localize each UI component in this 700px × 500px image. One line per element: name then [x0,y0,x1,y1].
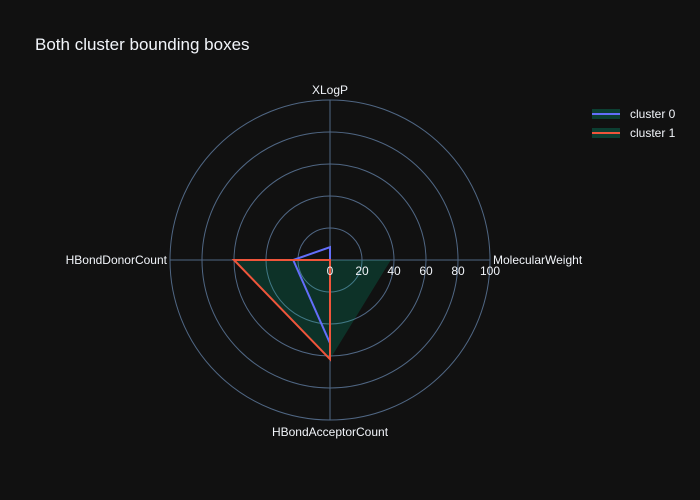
legend-swatch-cluster-0 [590,108,622,119]
radial-tick-label: 0 [327,264,334,278]
legend-swatch-cluster-1 [590,127,622,138]
shaded-area-polygon [234,260,391,360]
axis-label-HBondAcceptorCount: HBondAcceptorCount [272,425,389,439]
radial-tick-label: 20 [355,264,369,278]
series-line-cluster-1 [231,259,331,362]
legend-item-cluster-0[interactable]: cluster 0 [590,104,690,123]
chart-title: Both cluster bounding boxes [35,35,250,54]
radial-tick-label: 100 [480,264,500,278]
axis-label-MolecularWeight: MolecularWeight [493,253,583,267]
legend-label-cluster-0: cluster 0 [630,106,676,121]
angular-axis-labels: MolecularWeight XLogP HBondDonorCount HBond… [66,83,583,439]
series-lines [231,245,331,362]
radial-tick-label: 80 [451,264,465,278]
radial-tick-label: 40 [387,264,401,278]
legend-label-cluster-1: cluster 1 [630,125,676,140]
legend-item-cluster-1[interactable]: cluster 1 [590,123,690,142]
radial-tick-label: 60 [419,264,433,278]
axis-label-HBondDonorCount: HBondDonorCount [66,253,168,267]
shaded-area [234,260,391,360]
radial-tick-labels: 0 20 40 60 80 100 [327,264,501,278]
axis-label-XLogP: XLogP [312,83,348,97]
legend: cluster 0 cluster 1 [590,104,690,142]
